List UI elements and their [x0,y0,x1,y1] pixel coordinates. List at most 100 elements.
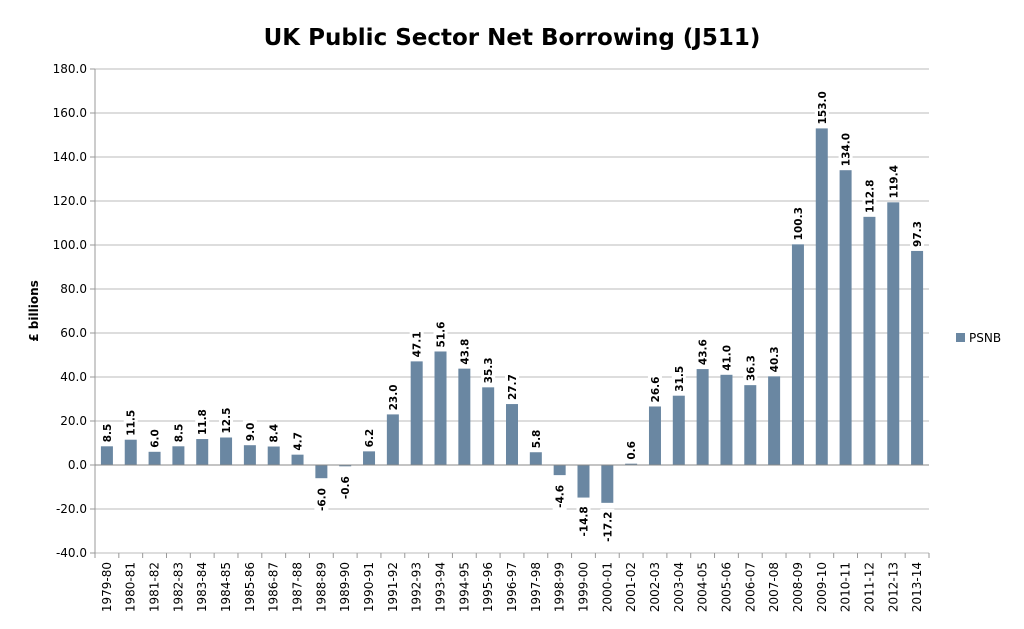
data-label: 134.0 [838,133,853,169]
data-label: 41.0 [719,343,734,373]
x-tick-label: 2009-10 [815,562,829,612]
data-label-text: 23.0 [388,384,400,410]
x-tick-label: 1999-00 [576,562,590,612]
data-label: 8.5 [171,421,186,445]
y-tick-label: 140.0 [53,150,87,164]
data-label: 47.1 [409,330,424,360]
bar [410,361,423,465]
bar [100,446,113,465]
x-tick-label: 1992-93 [410,562,424,612]
data-label-text: 43.6 [698,339,710,365]
data-label: -17.2 [600,508,615,544]
x-tick-label: 1988-89 [314,562,328,612]
y-tick-label: 100.0 [53,238,87,252]
data-label-bg [147,427,162,450]
data-label-text: 41.0 [721,345,733,371]
y-tick-label: 0.0 [68,458,87,472]
y-tick-label: 180.0 [53,62,87,76]
y-tick-label: 160.0 [53,106,87,120]
y-tick-label: -20.0 [56,502,87,516]
data-label: 43.8 [457,337,472,367]
data-label-bg [457,337,472,367]
data-label-bg [600,508,615,544]
data-label: 6.0 [147,427,162,450]
x-tick-label: 2010-11 [839,562,853,612]
data-label-bg [719,343,734,373]
data-label-bg [886,165,901,201]
data-label: -0.6 [338,472,353,502]
bar [482,387,495,465]
x-tick-label: 2005-06 [719,562,733,612]
data-label-text: -14.8 [578,506,590,536]
data-label-bg [99,421,114,445]
y-tick-label: 60.0 [60,326,87,340]
data-label-text: 0.6 [626,441,638,460]
bar [220,437,233,465]
data-label-bg [624,439,639,462]
data-label-bg [910,220,925,249]
data-label-bg [576,503,591,539]
bar [744,385,757,465]
x-tick-label: 1994-95 [457,562,471,612]
data-label: 23.0 [385,383,400,413]
x-tick-label: 2011-12 [862,562,876,612]
data-label-bg [838,133,853,169]
x-tick-label: 2002-03 [648,562,662,612]
bar [791,244,804,465]
data-label-bg [385,383,400,413]
data-label-text: 43.8 [459,339,471,365]
data-label-text: 6.2 [364,429,376,448]
data-label-bg [123,408,138,438]
data-label: 26.6 [647,375,662,405]
x-tick-label: 1996-97 [505,562,519,612]
bar [291,454,304,465]
bar [696,369,709,465]
x-tick-label: 1982-83 [171,562,185,612]
data-label-bg [695,338,710,368]
y-tick-label: 40.0 [60,370,87,384]
bar [315,465,328,479]
data-label-text: -6.0 [316,488,328,511]
bar [148,451,161,465]
x-tick-label: 1985-86 [243,562,257,612]
legend-label: PSNB [969,331,1001,345]
data-label-text: 100.3 [793,207,805,240]
bar [815,128,828,465]
data-label-text: 47.1 [412,331,424,357]
data-label: 11.8 [195,408,210,438]
y-tick-label: 20.0 [60,414,87,428]
data-label-bg [505,373,519,403]
data-label-bg [219,406,234,436]
data-label: 97.3 [910,220,925,249]
bar [172,446,185,465]
data-label-text: 26.6 [650,377,662,403]
bar [339,465,352,467]
x-tick-label: 2006-07 [743,562,757,612]
y-tick-label: -40.0 [56,546,87,560]
bar [267,446,280,465]
x-tick-label: 2012-13 [886,562,900,612]
x-tick-label: 2001-02 [624,562,638,612]
data-label: 100.3 [790,207,805,243]
x-tick-label: 1979-80 [100,562,114,612]
bar [839,170,852,465]
y-axis-label: £ billions [27,280,41,342]
data-label: -6.0 [314,484,329,513]
data-label-bg [814,91,829,127]
data-label-text: 6.0 [150,429,162,448]
bar [363,451,376,465]
data-label-text: 4.7 [293,432,305,451]
data-label-bg [314,484,329,513]
bar [386,414,399,465]
y-tick-label: 80.0 [60,282,87,296]
data-label: 11.5 [123,408,138,438]
data-label-text: 5.8 [531,430,543,449]
x-tick-label: 2013-14 [910,562,924,612]
data-label-bg [362,426,377,450]
data-label-text: 9.0 [245,423,257,442]
x-tick-label: 1983-84 [195,562,209,612]
data-label: 31.5 [671,364,686,394]
x-tick-label: 1989-90 [338,562,352,612]
x-tick-label: 2004-05 [696,562,710,612]
bar [625,463,638,465]
